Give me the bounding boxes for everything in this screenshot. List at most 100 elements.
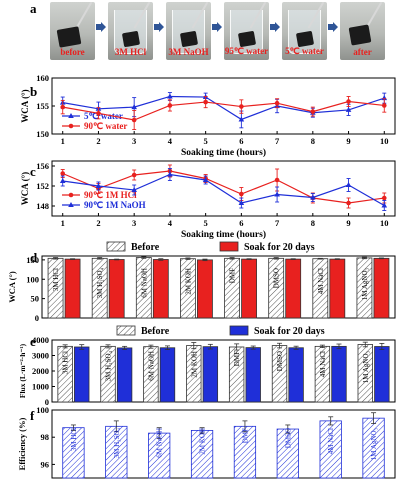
category-label: 3M H₂SO₄ <box>96 267 104 298</box>
plot-frame-d <box>41 255 396 319</box>
category-label: 3M H₂SO₄ <box>113 427 121 458</box>
y-axis-label: Efficiency (%) <box>17 418 27 471</box>
y-tick-label: 50 <box>31 294 40 304</box>
data-point <box>131 172 137 178</box>
bar <box>197 259 213 319</box>
data-point <box>274 100 280 106</box>
y-axis-label: WCA (°) <box>20 89 30 122</box>
y-tick-label: 156 <box>36 161 49 171</box>
category-label: 3M HCl <box>52 268 60 291</box>
category-label: 3M H₂SO₄ <box>105 350 113 381</box>
x-tick-label: 10 <box>380 218 389 228</box>
data-point <box>238 200 245 205</box>
bar <box>331 345 347 403</box>
panel-letter-c: c <box>30 164 36 179</box>
category-label: 4M NaCl <box>317 268 325 294</box>
data-point <box>381 103 387 108</box>
legend-label: 90℃ 1M NaOH <box>84 200 146 210</box>
data-point <box>167 171 173 177</box>
x-tick-label: 4 <box>168 136 173 146</box>
y-tick-label: 1000 <box>32 382 49 392</box>
legend-marker <box>68 113 74 118</box>
data-point <box>60 171 66 176</box>
x-tick-label: 3 <box>132 218 136 228</box>
x-tick-label: 6 <box>239 218 243 228</box>
x-tick-label: 2 <box>96 218 100 228</box>
category-label: 3M HCl <box>62 351 70 374</box>
data-point <box>60 104 66 110</box>
arrow-right-icon <box>212 22 222 32</box>
data-point <box>131 117 137 123</box>
bar <box>329 258 346 319</box>
data-point <box>346 200 351 206</box>
data-point <box>310 194 316 200</box>
y-tick-label: 0 <box>35 313 39 323</box>
y-tick-label: 100 <box>26 274 39 284</box>
category-label: 1M AgNO₃ <box>370 427 378 460</box>
x-tick-label: 5 <box>204 218 208 228</box>
y-axis-label: WCA (°) <box>20 172 30 205</box>
plot-frame-c <box>51 160 396 217</box>
legend-marker <box>68 123 74 129</box>
y-tick-label: 155 <box>36 101 49 111</box>
data-point <box>239 191 244 197</box>
legend-swatch-soak <box>219 241 239 252</box>
y-tick-label: 100 <box>36 405 49 415</box>
legend-label: Soak for 20 days <box>254 326 325 337</box>
bar <box>241 258 257 319</box>
bar <box>202 346 219 403</box>
x-tick-label: 10 <box>380 136 389 146</box>
data-point <box>381 195 387 201</box>
data-point <box>381 202 388 208</box>
category-label: 6M NaOH <box>140 268 148 298</box>
data-point <box>346 99 351 104</box>
y-tick-label: 96 <box>41 459 50 469</box>
legend-label: 90℃ water <box>84 121 127 131</box>
category-label: DMF <box>233 351 241 366</box>
category-label: 4M NaCl <box>319 351 327 377</box>
legend-marker <box>68 192 74 198</box>
data-point <box>131 104 137 110</box>
x-tick-label: 8 <box>311 218 315 228</box>
panel-letter-e: e <box>30 334 36 349</box>
bar <box>64 258 81 319</box>
category-label: 1M AgNO₃ <box>362 350 370 383</box>
y-tick-label: 4000 <box>32 335 49 345</box>
x-tick-label: 5 <box>204 136 208 146</box>
y-tick-label: 0 <box>45 397 49 407</box>
photo-label: after <box>353 47 372 57</box>
x-tick-label: 1 <box>61 136 65 146</box>
y-tick-label: 160 <box>36 73 49 83</box>
category-label: DMSO <box>276 351 284 371</box>
data-point <box>274 191 280 197</box>
photo-label: 5℃ water <box>285 46 324 56</box>
bar <box>373 257 390 319</box>
legend-label: Before <box>141 326 170 337</box>
photo-4: 95℃ water <box>224 2 269 60</box>
category-label: 6M NaOH <box>147 351 155 381</box>
panel-letter-d: d <box>30 250 38 265</box>
legend-swatch-before <box>116 325 136 336</box>
bar <box>152 259 169 319</box>
bar <box>159 347 176 403</box>
legend-swatch-before <box>106 241 126 252</box>
photo-label: 3M HCl <box>114 47 147 57</box>
x-tick-label: 6 <box>239 136 243 146</box>
x-tick-label: 9 <box>346 218 350 228</box>
photo-label: before <box>60 47 85 57</box>
bar <box>74 346 90 403</box>
x-tick-label: 3 <box>132 136 136 146</box>
category-label: 6M NaOH <box>156 428 164 458</box>
panel-letter-f: f <box>30 408 35 423</box>
data-point <box>131 187 137 192</box>
photo-label: 3M NaOH <box>168 47 209 57</box>
bar <box>108 259 125 319</box>
data-point <box>310 109 316 114</box>
x-axis-label: Soaking time (hours) <box>181 147 266 158</box>
x-tick-label: 4 <box>168 218 173 228</box>
legend-label: 90℃ 1M HCl <box>84 190 137 200</box>
photo-5: 5℃ water <box>282 2 327 60</box>
y-axis-label: Flux (L·m⁻²·h⁻¹) <box>18 343 27 398</box>
data-point <box>345 106 352 112</box>
